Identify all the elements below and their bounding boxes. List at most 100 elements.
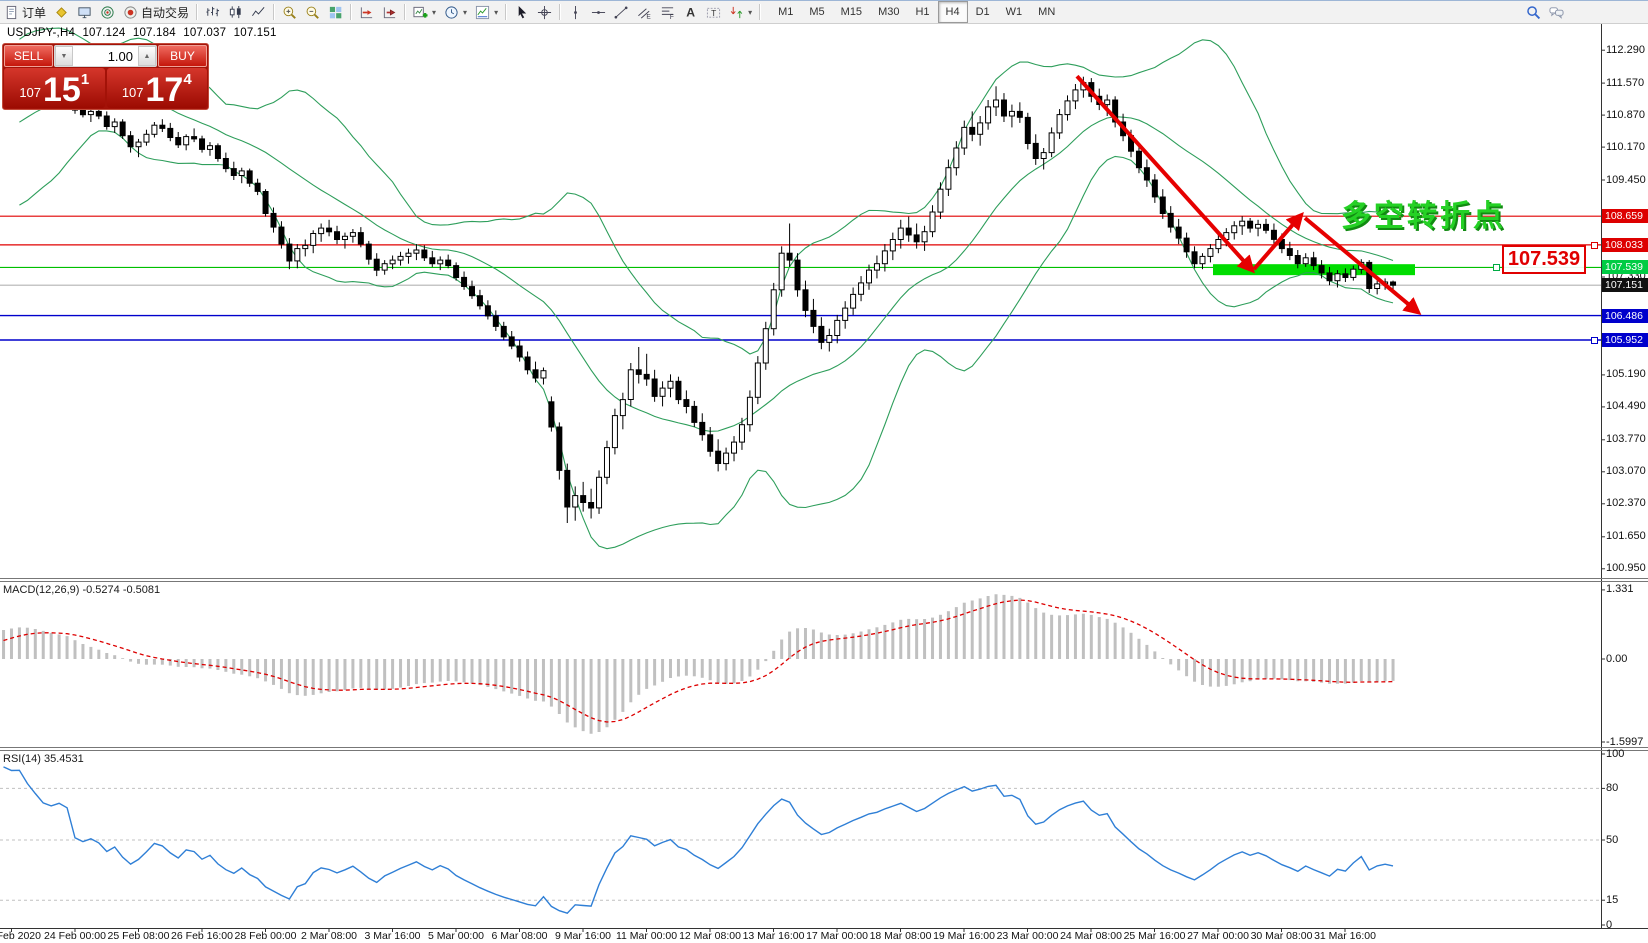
- tf-w1[interactable]: W1: [1005, 6, 1023, 18]
- tf-d1[interactable]: D1: [975, 6, 990, 18]
- price-tick-label: 101.650: [1606, 530, 1646, 543]
- toolbar-navigator-button[interactable]: [96, 2, 119, 22]
- time-tick-label: 9 Mar 16:00: [554, 930, 612, 942]
- trendline-anchor[interactable]: [1591, 241, 1598, 249]
- buy-price-button[interactable]: 107 17 4: [106, 68, 207, 108]
- toolbar-trendline-button[interactable]: [610, 2, 633, 22]
- toolbar-chat-button[interactable]: [1545, 2, 1568, 22]
- toolbar-bar-chart-button[interactable]: [201, 2, 224, 22]
- toolbar-separator: [559, 4, 562, 20]
- dropdown-caret-icon[interactable]: ▾: [463, 7, 468, 17]
- buy-button[interactable]: BUY: [158, 45, 207, 67]
- toolbar-auto-scroll-button[interactable]: [378, 2, 401, 22]
- toolbar-new-chart-button[interactable]: ▾: [409, 2, 440, 22]
- toolbar-candlestick-chart-button[interactable]: [224, 2, 247, 22]
- lot-increase-button[interactable]: ▲: [138, 46, 156, 66]
- toolbar-separator: [350, 4, 353, 20]
- price-tick-label: 105.190: [1606, 368, 1646, 381]
- buy-price-prefix: 107: [121, 85, 144, 100]
- ohlc-low: 107.037: [183, 27, 227, 39]
- sell-button[interactable]: SELL: [4, 45, 53, 67]
- tf-m5[interactable]: M5: [809, 6, 825, 18]
- toolbar-zoom-in-button[interactable]: [278, 2, 301, 22]
- trendline-icon: [614, 6, 628, 18]
- toolbar-text-label-button[interactable]: T: [702, 2, 725, 22]
- toolbar-separator: [505, 4, 508, 20]
- tf-h4[interactable]: H4: [937, 1, 968, 23]
- toolbar-separator: [273, 4, 276, 20]
- dropdown-caret-icon[interactable]: ▾: [432, 7, 437, 17]
- toolbar-search-button[interactable]: [1522, 2, 1545, 22]
- toolbar-horizontal-line-button[interactable]: [587, 2, 610, 22]
- price-tick-label: 104.490: [1606, 400, 1646, 413]
- toolbar-cursor-button[interactable]: [510, 2, 533, 22]
- time-tick-label: 20 Feb 2020: [0, 930, 41, 942]
- dropdown-caret-icon[interactable]: ▾: [748, 7, 753, 17]
- timeframe-group: M1 M5 M15 M30 H1 H4 D1 W1 MN: [770, 1, 1063, 23]
- trend-arrow: [1303, 216, 1422, 316]
- order-label: 订单: [22, 5, 47, 20]
- sell-price-big: 15: [43, 71, 81, 110]
- toolbar-fibonacci-button[interactable]: F: [656, 2, 679, 22]
- price-tick-label: 103.770: [1606, 433, 1646, 446]
- toolbar-arrows-button[interactable]: ▾: [725, 2, 756, 22]
- clock-icon: [445, 5, 458, 19]
- tf-m15[interactable]: M15: [840, 6, 863, 18]
- toolbar-indicators-button[interactable]: ▾: [471, 2, 502, 22]
- vline-icon: [574, 5, 577, 19]
- price-badge: 108.033: [1602, 237, 1648, 252]
- toolbar-order-button[interactable]: 订单: [0, 2, 50, 22]
- ohlc-close: 107.151: [233, 27, 277, 39]
- toolbar-right-group: [1522, 2, 1568, 22]
- pane-separator[interactable]: [0, 577, 1648, 582]
- trendline-anchor[interactable]: [1591, 337, 1598, 344]
- toolbar-crosshair-button[interactable]: [533, 2, 556, 22]
- toolbar-zoom-out-button[interactable]: [301, 2, 324, 22]
- sell-price-button[interactable]: 107 15 1: [4, 68, 105, 108]
- zoomin-icon: [283, 6, 296, 19]
- crosshair-icon: [538, 5, 552, 19]
- candles-layer: [72, 76, 1397, 523]
- symbol-label: USDJPY-,H4: [7, 27, 76, 39]
- labelT-icon: T: [707, 7, 721, 17]
- rsi-scale-label: 50: [1606, 833, 1619, 846]
- one-click-trading-panel: SELL ▼ 1.00 ▲ BUY 107 15 1 107 17 4: [2, 43, 209, 110]
- macd-scale-label: 1.331: [1606, 583, 1634, 596]
- macd-scale-label: -1.5997: [1606, 735, 1644, 748]
- toolbar-new-order-button[interactable]: [50, 2, 73, 22]
- tf-h1[interactable]: H1: [915, 6, 930, 18]
- newchart-icon: [413, 6, 428, 18]
- toolbar-tile-windows-button[interactable]: [324, 2, 347, 22]
- rsi-pane: [0, 766, 1601, 914]
- toolbar-vertical-line-button[interactable]: [564, 2, 587, 22]
- monitor-icon: [78, 6, 91, 18]
- channel-icon: E: [638, 7, 651, 20]
- tf-mn[interactable]: MN: [1038, 6, 1056, 18]
- toolbar-text-button[interactable]: A: [679, 2, 702, 22]
- toolbar-periods-button[interactable]: ▾: [440, 2, 471, 22]
- chart-title: USDJPY-,H4 107.124 107.184 107.037 107.1…: [7, 27, 281, 39]
- ohlc-high: 107.184: [132, 27, 176, 39]
- toolbar-equidistant-channel-button[interactable]: E: [633, 2, 656, 22]
- trendline-anchor[interactable]: [1493, 264, 1500, 272]
- toolbar-market-watch-button[interactable]: [73, 2, 96, 22]
- dropdown-caret-icon[interactable]: ▾: [494, 7, 499, 17]
- lot-size-input[interactable]: 1.00: [107, 48, 133, 64]
- tf-m30[interactable]: M30: [878, 6, 900, 18]
- time-tick-label: 3 Mar 16:00: [364, 930, 421, 942]
- toolbar-auto-trading-button[interactable]: 自动交易: [119, 2, 193, 22]
- trend-arrow: [1075, 74, 1255, 274]
- time-tick-label: 31 Mar 16:00: [1314, 930, 1376, 942]
- grid-icon: [329, 6, 342, 18]
- lot-decrease-button[interactable]: ▼: [55, 46, 73, 66]
- toolbar-chart-shift-button[interactable]: [355, 2, 378, 22]
- rsi-scale-label: 0: [1606, 919, 1613, 931]
- time-tick-label: 25 Mar 16:00: [1123, 930, 1186, 942]
- tf-m1[interactable]: M1: [778, 6, 794, 18]
- trend-arrow: [1252, 211, 1304, 271]
- price-badge: 107.539: [1602, 260, 1648, 275]
- toolbar-line-chart-button[interactable]: [247, 2, 270, 22]
- pane-separator[interactable]: [0, 746, 1648, 751]
- fibo-icon: F: [661, 6, 674, 20]
- macd-pane: [2, 594, 1395, 734]
